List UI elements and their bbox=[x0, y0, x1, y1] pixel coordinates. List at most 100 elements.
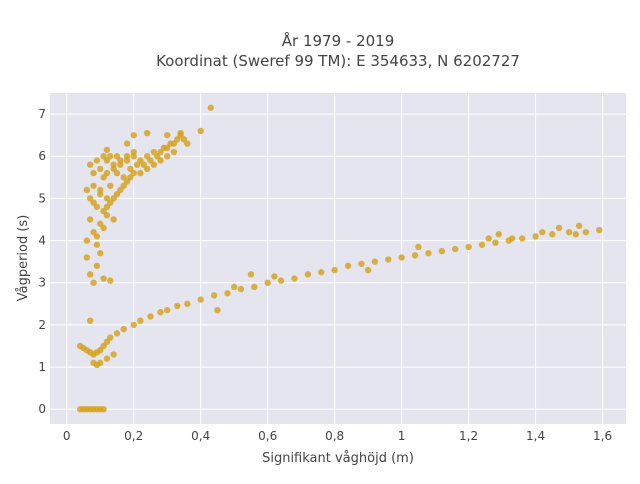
chart-title-line-2: Koordinat (Sweref 99 TM): E 354633, N 62… bbox=[156, 52, 520, 70]
scatter-point bbox=[291, 275, 298, 282]
y-tick-label: 3 bbox=[38, 276, 46, 290]
scatter-point bbox=[318, 269, 325, 276]
scatter-point bbox=[452, 245, 459, 253]
scatter-point bbox=[86, 161, 94, 168]
scatter-point bbox=[100, 275, 107, 282]
x-tick-label: 0,8 bbox=[325, 429, 344, 443]
scatter-point bbox=[157, 309, 164, 316]
scatter-point bbox=[415, 243, 422, 251]
scatter-point bbox=[364, 266, 372, 274]
scatter-point bbox=[130, 131, 137, 139]
scatter-point bbox=[113, 330, 121, 337]
scatter-point bbox=[137, 317, 144, 324]
scatter-point bbox=[97, 165, 104, 173]
scatter-point bbox=[97, 190, 104, 198]
scatter-point bbox=[465, 243, 472, 251]
scatter-point bbox=[495, 231, 502, 238]
scatter-point bbox=[549, 231, 556, 238]
scatter-point bbox=[103, 146, 111, 154]
scatter-point bbox=[107, 277, 114, 284]
scatter-point bbox=[485, 235, 492, 242]
scatter-point bbox=[385, 256, 392, 263]
tick-labels: 0 0,2 0,4 0,6 0,8 1 1,2 1,4 1,6 0 1 2 3 4 5 6 7 bbox=[38, 107, 612, 443]
scatter-point bbox=[358, 260, 365, 267]
scatter-point bbox=[518, 235, 526, 242]
scatter-point bbox=[150, 161, 158, 168]
scatter-point bbox=[237, 285, 245, 293]
scatter-point bbox=[230, 283, 238, 291]
scatter-point bbox=[224, 290, 231, 297]
x-tick-label: 0,4 bbox=[191, 429, 210, 443]
y-tick-label: 1 bbox=[38, 360, 46, 374]
scatter-point bbox=[184, 300, 191, 308]
scatter-point bbox=[411, 252, 419, 259]
scatter-point bbox=[93, 233, 101, 240]
scatter-point bbox=[264, 279, 271, 286]
scatter-point bbox=[331, 266, 338, 274]
scatter-point bbox=[123, 140, 131, 147]
scatter-point bbox=[164, 153, 171, 160]
y-tick-label: 4 bbox=[38, 234, 46, 248]
scatter-point bbox=[143, 129, 151, 137]
x-tick-label: 1,2 bbox=[459, 429, 478, 443]
scatter-point bbox=[271, 273, 278, 280]
scatter-point bbox=[539, 228, 546, 236]
scatter-point bbox=[170, 148, 178, 156]
scatter-point bbox=[197, 296, 204, 303]
scatter-point bbox=[93, 262, 101, 270]
scatter-point bbox=[83, 254, 91, 261]
scatter-point bbox=[90, 199, 97, 206]
scatter-point bbox=[86, 317, 94, 324]
data-points bbox=[76, 104, 603, 413]
scatter-point bbox=[137, 169, 144, 177]
scatter-point bbox=[103, 355, 111, 362]
scatter-point bbox=[251, 283, 258, 291]
scatter-point bbox=[110, 161, 117, 168]
scatter-point bbox=[344, 262, 352, 270]
x-axis-title: Signifikant våghöjd (m) bbox=[262, 451, 414, 466]
scatter-point bbox=[103, 212, 111, 219]
scatter-point bbox=[575, 222, 583, 230]
x-tick-label: 1,4 bbox=[526, 429, 545, 443]
scatter-point bbox=[90, 169, 97, 177]
plot-background bbox=[50, 93, 626, 424]
scatter-point bbox=[582, 228, 590, 236]
scatter-point bbox=[555, 224, 563, 232]
scatter-point bbox=[508, 235, 516, 242]
scatter-point bbox=[207, 104, 214, 111]
scatter-point bbox=[110, 216, 117, 223]
scatter-point bbox=[83, 186, 91, 194]
scatter-point bbox=[97, 359, 104, 367]
scatter-point bbox=[93, 241, 101, 248]
scatter-point bbox=[130, 169, 137, 177]
scatter-point bbox=[438, 247, 446, 255]
scatter-point bbox=[492, 239, 499, 246]
scatter-point bbox=[83, 237, 91, 244]
scatter-point bbox=[100, 224, 107, 232]
scatter-point bbox=[425, 250, 432, 257]
scatter-point bbox=[113, 169, 121, 177]
scatter-point bbox=[164, 306, 171, 314]
scatter-point bbox=[304, 271, 312, 278]
scatter-point bbox=[197, 127, 204, 135]
scatter-point bbox=[130, 321, 137, 329]
x-tick-label: 0 bbox=[63, 429, 71, 443]
scatter-point bbox=[147, 313, 154, 320]
scatter-point bbox=[157, 157, 164, 164]
scatter-point bbox=[90, 182, 97, 189]
scatter-point bbox=[107, 182, 114, 189]
scatter-point bbox=[120, 325, 127, 333]
x-tick-label: 1,6 bbox=[593, 429, 612, 443]
scatter-point bbox=[86, 216, 94, 223]
y-tick-label: 7 bbox=[38, 107, 46, 121]
scatter-point bbox=[97, 250, 104, 257]
scatter-point bbox=[184, 140, 191, 147]
scatter-point bbox=[100, 406, 107, 413]
scatter-point bbox=[177, 129, 184, 137]
scatter-point bbox=[398, 254, 405, 261]
scatter-point bbox=[277, 277, 285, 284]
scatter-point bbox=[130, 148, 137, 156]
y-axis-title: Vågperiod (s) bbox=[16, 215, 31, 302]
y-tick-label: 6 bbox=[38, 149, 46, 163]
